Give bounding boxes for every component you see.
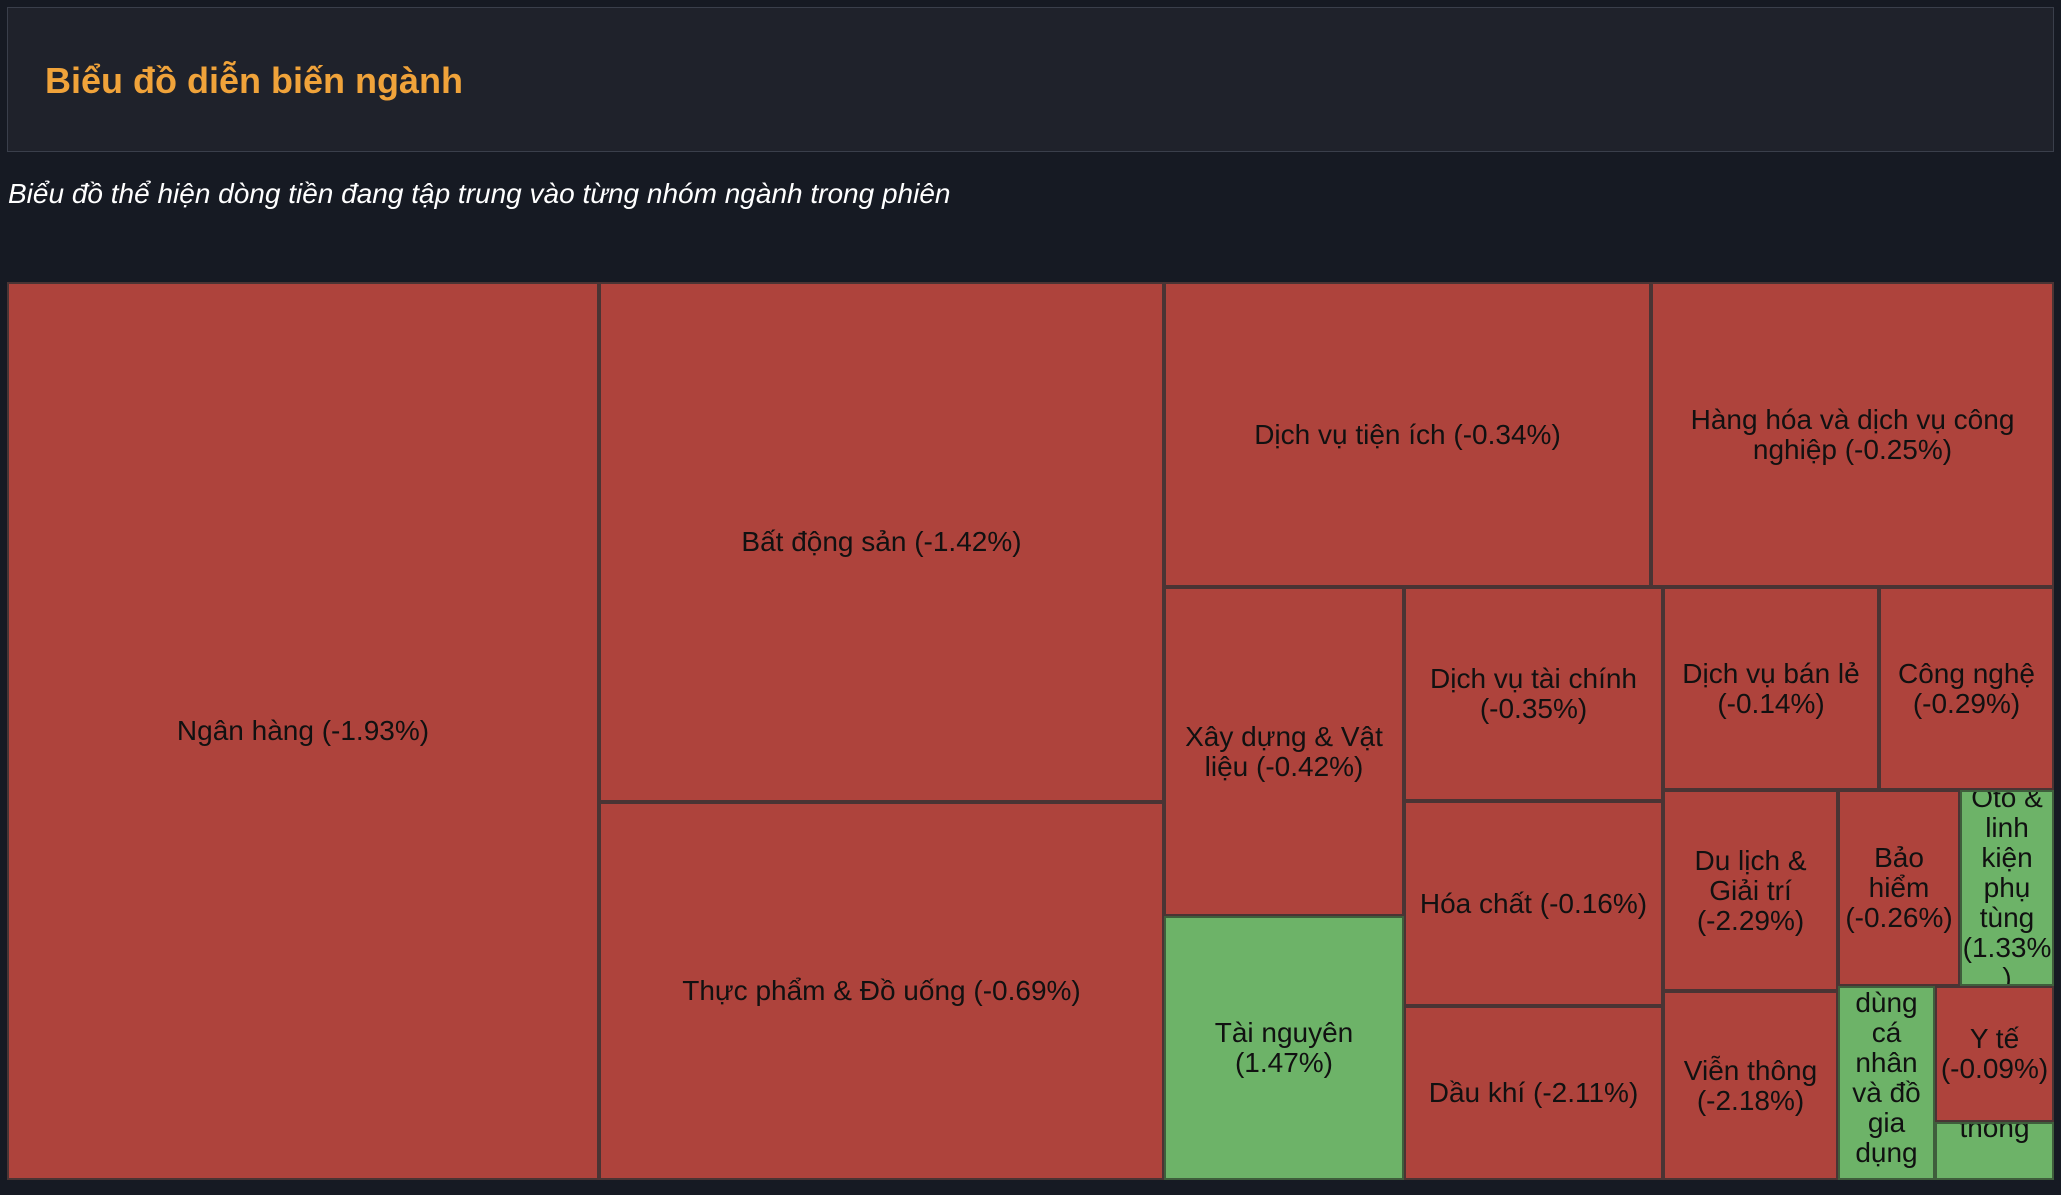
header-panel: Biểu đồ diễn biến ngành [7, 7, 2054, 152]
treemap-tile-dau-khi[interactable]: Dầu khí (-2.11%) [1404, 1006, 1663, 1180]
chart-subtitle: Biểu đồ thể hiện dòng tiền đang tập trun… [8, 178, 951, 209]
treemap-tile-label: Xây dựng & Vật liệu (-0.42%) [1185, 720, 1383, 782]
treemap-tile-y-te[interactable]: Y tế (-0.09%) [1935, 986, 2054, 1122]
treemap-tile-do-dung-ca-nhan-va-do-gia-dung[interactable]: Đồ dùng cá nhân và đồ gia dụng [1838, 986, 1935, 1180]
treemap-tile-label: Dịch vụ tiện ích (-0.34%) [1254, 418, 1561, 450]
treemap-tile-bao-hiem[interactable]: Bảo hiểm (-0.26%) [1838, 790, 1960, 986]
treemap-tile-label: Dịch vụ bán lẻ (-0.14%) [1682, 657, 1860, 719]
page-title: Biểu đồ diễn biến ngành [45, 60, 463, 101]
treemap-tile-label: Ngân hàng (-1.93%) [176, 715, 430, 746]
treemap-tile-label: Ôtô & linh kiện phụ tùng (1.33%) [1962, 790, 2052, 986]
treemap-tile-label: Du lịch & Giải trí (-2.29%) [1694, 844, 1807, 936]
treemap-tile-label: Hàng hóa và dịch vụ công nghiệp (-0.25%) [1690, 403, 2015, 465]
treemap-tile-dich-vu-ban-le[interactable]: Dịch vụ bán lẻ (-0.14%) [1663, 587, 1879, 790]
treemap-tile-cong-nghe[interactable]: Công nghệ (-0.29%) [1879, 587, 2054, 790]
treemap-tile-label: Bảo hiểm (-0.26%) [1845, 842, 1953, 933]
treemap-tile-label: Dầu khí (-2.11%) [1428, 1077, 1639, 1108]
treemap-tile-label: Phương tiện truyền thông [1959, 1122, 2030, 1143]
treemap-tile-hang-hoa-va-dich-vu-cong-nghiep[interactable]: Hàng hóa và dịch vụ công nghiệp (-0.25%) [1651, 282, 2054, 587]
treemap-tile-xay-dung-vat-lieu[interactable]: Xây dựng & Vật liệu (-0.42%) [1164, 587, 1404, 916]
treemap-tile-label: Y tế (-0.09%) [1940, 1023, 2049, 1084]
treemap-tile-label: Đồ dùng cá nhân và đồ gia dụng [1852, 987, 1921, 1168]
treemap-tile-vien-thong[interactable]: Viễn thông (-2.18%) [1663, 991, 1838, 1180]
treemap-tile-du-lich-giai-tri[interactable]: Du lịch & Giải trí (-2.29%) [1663, 790, 1838, 991]
treemap-tile-label: Thực phẩm & Đồ uống (-0.69%) [682, 975, 1081, 1006]
sector-treemap: Ngân hàng (-1.93%) Bất động sản (-1.42%) T… [7, 282, 2054, 1180]
treemap-tile-bat-dong-san[interactable]: Bất động sản (-1.42%) [599, 282, 1164, 802]
treemap-tile-dich-vu-tien-ich[interactable]: Dịch vụ tiện ích (-0.34%) [1164, 282, 1651, 587]
treemap-tile-ngan-hang[interactable]: Ngân hàng (-1.93%) [7, 282, 599, 1180]
treemap-tile-label: Hóa chất (-0.16%) [1419, 887, 1648, 919]
treemap-tile-hoa-chat[interactable]: Hóa chất (-0.16%) [1404, 801, 1663, 1006]
treemap-tile-thuc-pham-do-uong[interactable]: Thực phẩm & Đồ uống (-0.69%) [599, 802, 1164, 1180]
treemap-tile-dich-vu-tai-chinh[interactable]: Dịch vụ tài chính (-0.35%) [1404, 587, 1663, 801]
treemap-tile-tai-nguyen[interactable]: Tài nguyên (1.47%) [1164, 916, 1404, 1180]
treemap-tile-label: Bất động sản (-1.42%) [741, 526, 1022, 557]
treemap-tile-label: Công nghệ (-0.29%) [1897, 657, 2035, 719]
treemap-tile-oto-linh-kien-phu-tung[interactable]: Ôtô & linh kiện phụ tùng (1.33%) [1960, 790, 2054, 986]
treemap-tile-label: Viễn thông (-2.18%) [1683, 1054, 1818, 1116]
treemap-tile-label: Dịch vụ tài chính (-0.35%) [1430, 663, 1637, 724]
treemap-tile-label: Tài nguyên (1.47%) [1214, 1017, 1354, 1078]
treemap-tile-phuong-tien-truyen-thong[interactable]: Phương tiện truyền thông [1935, 1122, 2054, 1180]
